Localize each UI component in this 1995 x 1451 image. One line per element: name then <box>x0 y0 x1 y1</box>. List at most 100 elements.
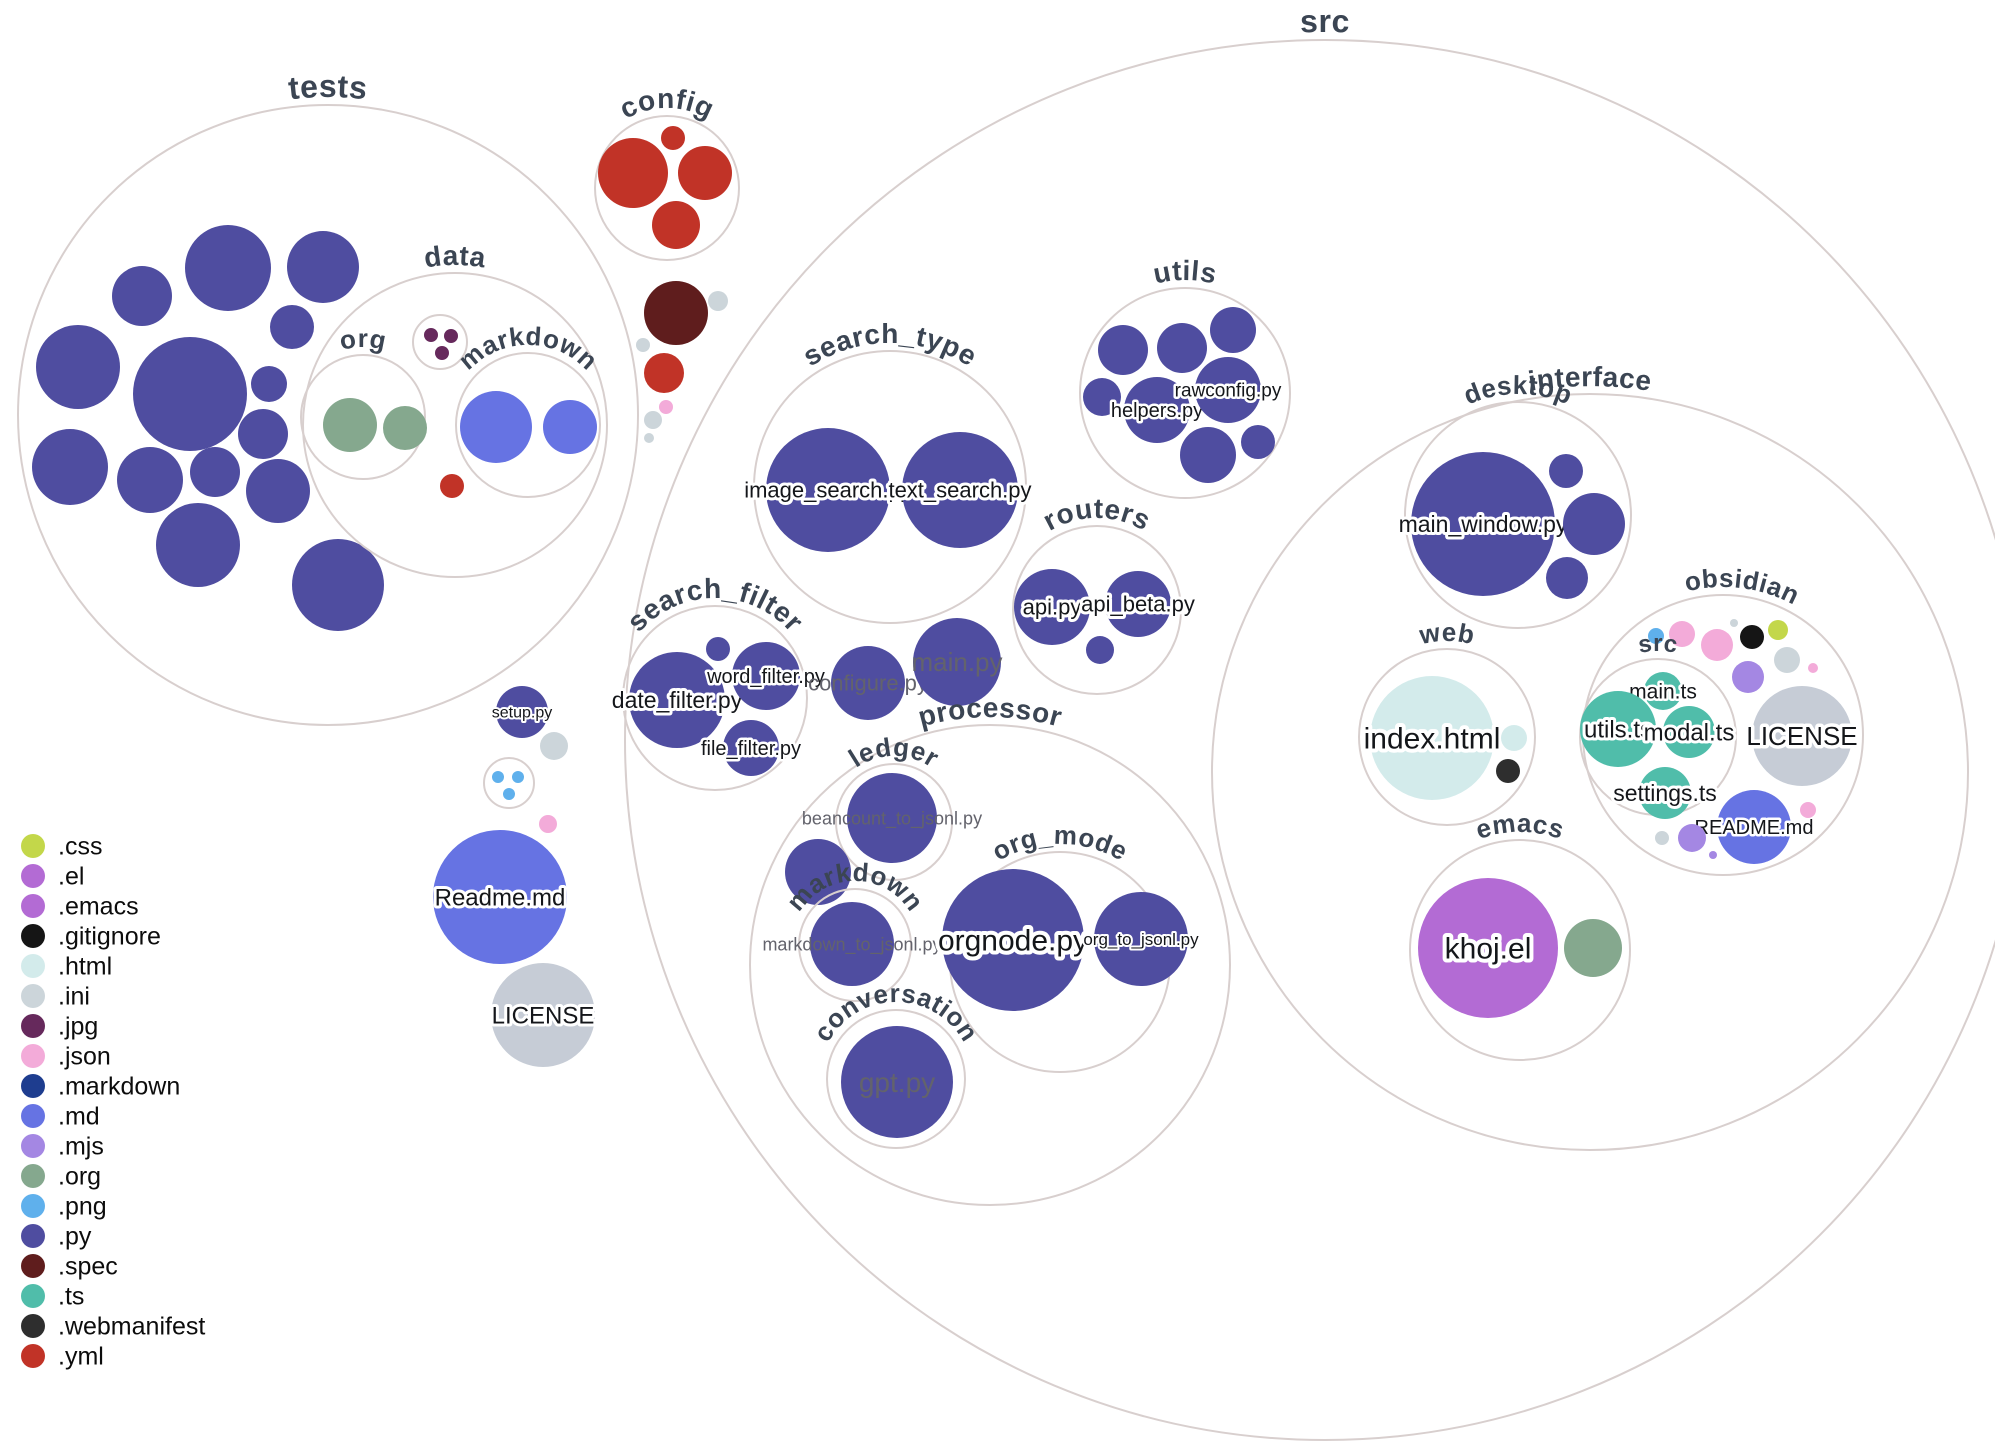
file-beancount_to_jsonl.py-circle[interactable] <box>847 773 937 863</box>
folder-desktop-circle[interactable] <box>1404 401 1632 629</box>
file-orgnode.py-circle[interactable] <box>942 869 1084 1011</box>
file-py-file-circle[interactable] <box>1098 325 1148 375</box>
file-py-file-circle[interactable] <box>117 447 183 513</box>
file-py-file-circle[interactable] <box>1241 425 1275 459</box>
file-py-file-circle[interactable] <box>1549 454 1583 488</box>
file-png-file-circle[interactable] <box>1648 628 1664 644</box>
file-py-file-circle[interactable] <box>246 459 310 523</box>
file-api_beta.py-circle[interactable] <box>1105 571 1171 637</box>
folder-routers-circle[interactable] <box>1012 525 1182 695</box>
file-settings.ts-circle[interactable] <box>1639 767 1691 819</box>
folder-interface-circle[interactable] <box>1211 393 1969 1151</box>
file-api.py-circle[interactable] <box>1014 569 1090 645</box>
file-main_window.py-circle[interactable] <box>1411 452 1555 596</box>
folder-markdown-circle[interactable] <box>455 352 601 498</box>
file-py-file-circle[interactable] <box>1180 427 1236 483</box>
file-configure.py-circle[interactable] <box>831 646 905 720</box>
folder-org-circle[interactable] <box>300 354 426 480</box>
file-org-file-circle[interactable] <box>323 398 377 452</box>
file-jpg-file-circle[interactable] <box>444 329 458 343</box>
file-jpg-file-circle[interactable] <box>424 328 438 342</box>
file-date_filter.py-circle[interactable] <box>629 652 725 748</box>
folder-config-circle[interactable] <box>594 115 740 261</box>
file-py-file-circle[interactable] <box>1083 378 1121 416</box>
folder-conversation-circle[interactable] <box>826 1009 966 1149</box>
file-ini-file-circle[interactable] <box>708 291 728 311</box>
file-json-file-circle[interactable] <box>1701 629 1733 661</box>
file-py-file-circle[interactable] <box>190 447 240 497</box>
file-py-file-circle[interactable] <box>706 637 730 661</box>
file-html-file-circle[interactable] <box>1501 725 1527 751</box>
file-json-file-circle[interactable] <box>539 815 557 833</box>
file-py-file-circle[interactable] <box>1157 323 1207 373</box>
folder-search_filter-circle[interactable] <box>622 605 808 791</box>
file-ini-file-circle[interactable] <box>1774 647 1800 673</box>
folder-utils-circle[interactable] <box>1079 287 1291 499</box>
file-LICENSE-circle[interactable] <box>491 963 595 1067</box>
folder-emacs-circle[interactable] <box>1409 839 1631 1061</box>
file-yml-file-circle[interactable] <box>652 201 700 249</box>
file-file_filter.py-circle[interactable] <box>723 720 779 776</box>
file-helpers.py-circle[interactable] <box>1124 377 1190 443</box>
file-org_to_jsonl.py-circle[interactable] <box>1094 892 1188 986</box>
folder-screenshots-circle[interactable] <box>483 757 535 809</box>
file-py-file-circle[interactable] <box>292 539 384 631</box>
file-main.py-circle[interactable] <box>913 618 1001 706</box>
folder-ledger-circle[interactable] <box>835 763 953 881</box>
file-spec-file-circle[interactable] <box>644 281 708 345</box>
file-ini-file-circle[interactable] <box>644 411 662 429</box>
file-py-file-circle[interactable] <box>238 409 288 459</box>
file-png-file-circle[interactable] <box>492 771 504 783</box>
file-mjs-file-circle[interactable] <box>1709 851 1717 859</box>
file-py-file-circle[interactable] <box>133 337 247 451</box>
file-markdown_to_jsonl.py-circle[interactable] <box>810 902 894 986</box>
file-json-file-circle[interactable] <box>1669 621 1695 647</box>
folder-src-circle[interactable] <box>624 39 1995 1441</box>
file-png-file-circle[interactable] <box>503 788 515 800</box>
file-py-file-circle[interactable] <box>32 429 108 505</box>
file-py-file-circle[interactable] <box>270 305 314 349</box>
file-py-file-circle[interactable] <box>156 503 240 587</box>
file-ini-file-circle[interactable] <box>644 433 654 443</box>
file-ini-file-circle[interactable] <box>540 732 568 760</box>
file-py-file-circle[interactable] <box>1546 557 1588 599</box>
file-json-file-circle[interactable] <box>1808 663 1818 673</box>
file-py-file-circle[interactable] <box>1086 636 1114 664</box>
file-word_filter.py-circle[interactable] <box>732 642 800 710</box>
file-rawconfig.py-circle[interactable] <box>1195 357 1261 423</box>
file-py-file-circle[interactable] <box>185 225 271 311</box>
file-py-file-circle[interactable] <box>1210 307 1256 353</box>
folder-markdown-circle[interactable] <box>798 888 912 1002</box>
file-khoj.el-circle[interactable] <box>1418 878 1558 1018</box>
file-LICENSE-circle[interactable] <box>1752 686 1852 786</box>
folder-data-images-circle[interactable] <box>412 314 468 370</box>
file-org-file-circle[interactable] <box>1564 919 1622 977</box>
file-py-file-circle[interactable] <box>785 839 851 905</box>
file-css-file-circle[interactable] <box>1768 620 1788 640</box>
file-image_search.py-circle[interactable] <box>766 428 890 552</box>
file-webmanifest-file-circle[interactable] <box>1496 759 1520 783</box>
file-index.html-circle[interactable] <box>1370 676 1494 800</box>
file-json-file-circle[interactable] <box>659 400 673 414</box>
folder-tests-circle[interactable] <box>17 104 639 726</box>
file-jpg-file-circle[interactable] <box>435 346 449 360</box>
folder-search_type-circle[interactable] <box>753 350 1027 624</box>
file-py-file-circle[interactable] <box>36 325 120 409</box>
file-utils.ts-circle[interactable] <box>1580 691 1656 767</box>
file-README.md-circle[interactable] <box>1717 790 1791 864</box>
file-org-file-circle[interactable] <box>383 406 427 450</box>
file-mjs-file-circle[interactable] <box>1732 661 1764 693</box>
folder-data-circle[interactable] <box>302 272 608 578</box>
folder-web-circle[interactable] <box>1358 648 1536 826</box>
file-py-file-circle[interactable] <box>1563 493 1625 555</box>
file-png-file-circle[interactable] <box>512 771 524 783</box>
file-ini-file-circle[interactable] <box>1655 831 1669 845</box>
file-gpt.py-circle[interactable] <box>841 1026 953 1138</box>
file-py-file-circle[interactable] <box>287 231 359 303</box>
file-py-file-circle[interactable] <box>251 366 287 402</box>
file-yml-file-circle[interactable] <box>598 138 668 208</box>
file-py-file-circle[interactable] <box>112 266 172 326</box>
file-Readme.md-circle[interactable] <box>433 830 567 964</box>
file-yml-file-circle[interactable] <box>661 126 685 150</box>
file-yml-file-circle[interactable] <box>678 146 732 200</box>
